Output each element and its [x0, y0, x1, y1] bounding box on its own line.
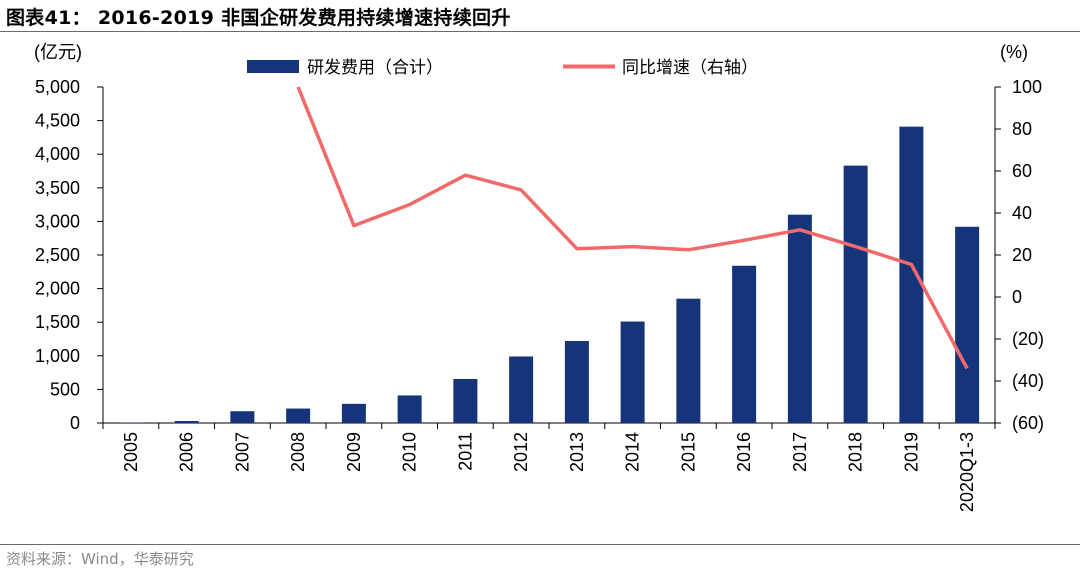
x-tick-label: 2010 [400, 432, 420, 472]
x-tick-label: 2009 [344, 432, 364, 472]
x-tick-label: 2005 [121, 432, 141, 472]
x-tick-label: 2012 [511, 432, 531, 472]
x-tick-label: 2017 [790, 432, 810, 472]
right-tick-label: 60 [1012, 161, 1032, 181]
left-axis: 0 500 1,000 1,500 2,000 2,500 3,000 3,500 4,000 4… [35, 77, 103, 433]
bar-2018 [843, 165, 868, 423]
left-tick-label: 4,000 [35, 144, 80, 164]
legend: 研发费用（合计） 同比增速（右轴） [247, 58, 758, 78]
x-tick-label: 2008 [288, 432, 308, 472]
legend-bar-label: 研发费用（合计） [307, 58, 443, 78]
bar-2007 [230, 411, 255, 423]
x-tick-label: 2020Q1-3 [957, 432, 977, 512]
right-tick-label: 40 [1012, 203, 1032, 223]
left-tick-label: 1,000 [35, 346, 80, 366]
x-tick-label: 2016 [734, 432, 754, 472]
bar-2013 [564, 341, 589, 423]
legend-line-label: 同比增速（右轴） [622, 58, 758, 78]
right-tick-label: 100 [1012, 77, 1042, 97]
source-note: 资料来源：Wind，华泰研究 [6, 550, 194, 568]
right-tick-label: 0 [1012, 287, 1022, 307]
bar-2009 [341, 403, 366, 423]
x-tick-label: 2018 [846, 432, 866, 472]
x-tick-label: 2015 [678, 432, 698, 472]
left-tick-label: 2,500 [35, 245, 80, 265]
bar-2006 [174, 420, 199, 423]
bar-2017 [787, 214, 812, 423]
left-tick-label: 2,000 [35, 279, 80, 299]
line-series [296, 86, 969, 370]
bar-2019 [899, 126, 924, 423]
right-tick-label: 20 [1012, 245, 1032, 265]
footer-divider [0, 544, 1080, 545]
bar-2016 [732, 265, 757, 423]
x-tick-label: 2006 [177, 432, 197, 472]
x-tick-label: 2013 [567, 432, 587, 472]
chart-title: 图表41： 2016-2019 非国企研发费用持续增速持续回升 [6, 7, 511, 29]
bar-2020Q1-3 [955, 226, 980, 423]
chart: 研发费用（合计） 同比增速（右轴） (亿元) (%) 0 500 1,000 1,50… [34, 42, 1044, 512]
bar-2010 [397, 395, 422, 423]
right-tick-label: (60) [1012, 413, 1044, 433]
x-tick-label: 2007 [232, 432, 252, 472]
x-axis: 2005 2006 2007 2008 2009 2010 2011 2012 2013 2014… [102, 423, 996, 512]
legend-bar-swatch [247, 60, 299, 73]
bar-2008 [286, 408, 311, 423]
x-tick-label: 2014 [623, 432, 643, 472]
right-tick-label: 80 [1012, 119, 1032, 139]
left-tick-label: 1,500 [35, 312, 80, 332]
bar-2014 [620, 321, 645, 423]
right-tick-label: (40) [1012, 371, 1044, 391]
left-tick-label: 500 [50, 379, 80, 399]
bar-2015 [676, 298, 701, 423]
growth-rate-line [296, 86, 969, 370]
left-tick-label: 3,000 [35, 211, 80, 231]
right-tick-label: (20) [1012, 329, 1044, 349]
right-axis-unit: (%) [1000, 42, 1028, 62]
x-tick-label: 2011 [455, 432, 475, 471]
left-tick-label: 3,500 [35, 178, 80, 198]
left-axis-unit: (亿元) [34, 42, 82, 62]
bar-series [118, 126, 980, 423]
bar-2011 [453, 378, 478, 423]
right-axis: (60) (40) (20) 0 20 40 60 80 100 [995, 77, 1044, 433]
left-tick-label: 0 [70, 413, 80, 433]
left-tick-label: 4,500 [35, 111, 80, 131]
left-tick-label: 5,000 [35, 77, 80, 97]
x-tick-label: 2019 [901, 432, 921, 472]
title-divider [0, 31, 1080, 32]
bar-2012 [509, 356, 534, 423]
